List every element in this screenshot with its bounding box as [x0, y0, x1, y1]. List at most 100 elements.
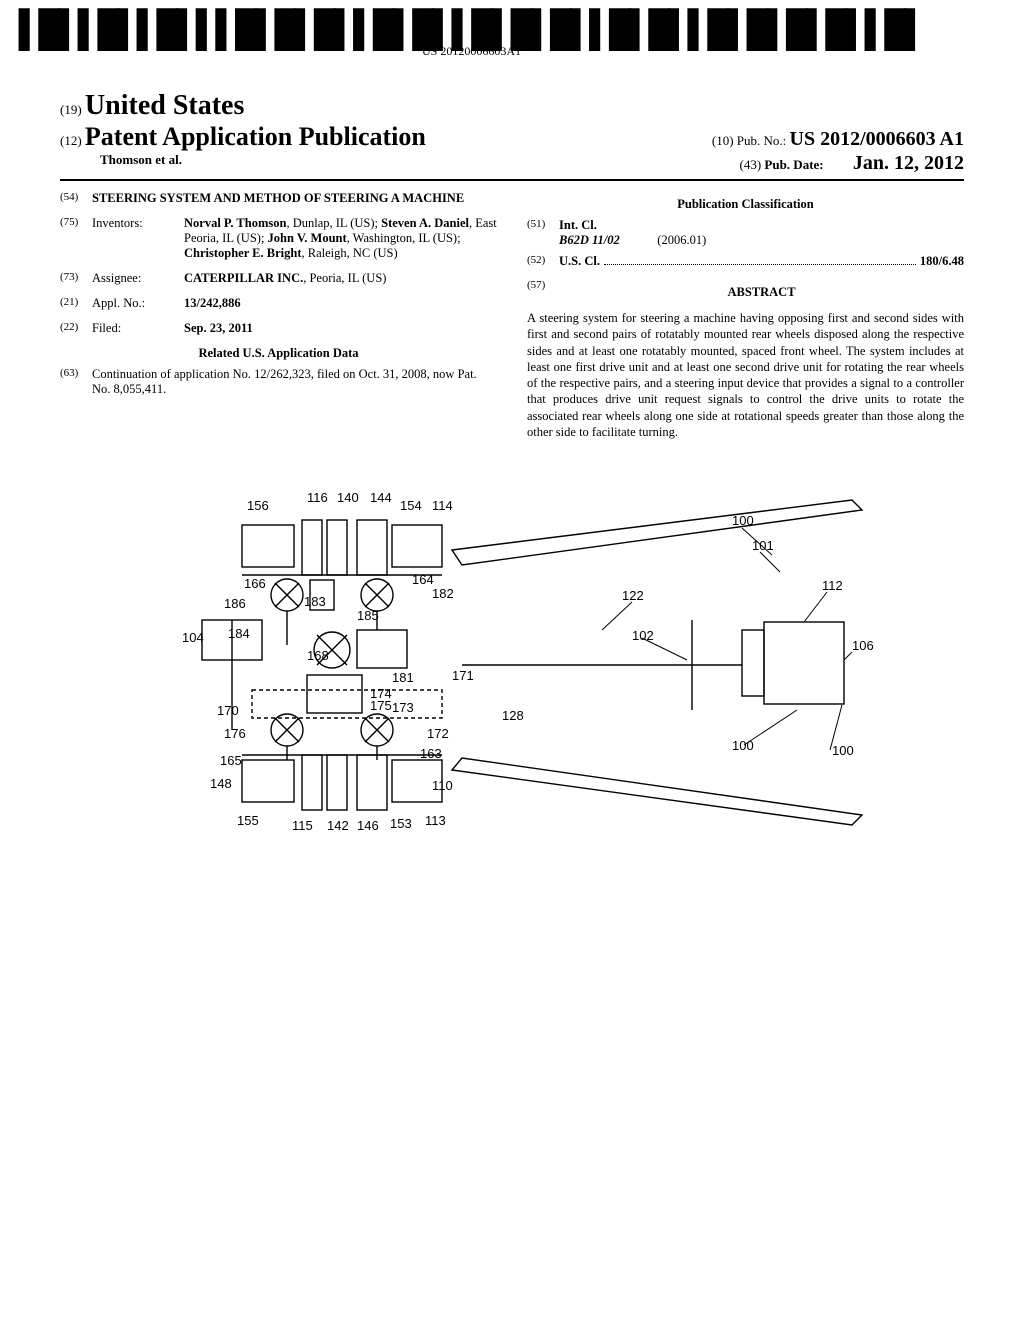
code-57: (57) [527, 279, 559, 306]
svg-text:128: 128 [502, 708, 524, 723]
authors: Thomson et al. [60, 152, 182, 175]
header-divider [60, 179, 964, 181]
svg-text:122: 122 [622, 588, 644, 603]
svg-text:175: 175 [370, 698, 392, 713]
svg-text:165: 165 [220, 753, 242, 768]
pub-date-label: Pub. Date: [764, 157, 823, 172]
inv3: John V. Mount [268, 231, 347, 245]
svg-text:116: 116 [307, 490, 328, 505]
svg-text:184: 184 [228, 626, 250, 641]
inv2: Steven A. Daniel [381, 216, 469, 230]
abstract-label: ABSTRACT [559, 285, 964, 300]
left-column: (54) STEERING SYSTEM AND METHOD OF STEER… [60, 191, 497, 440]
svg-text:182: 182 [432, 586, 454, 601]
right-column: Publication Classification (51) Int. Cl.… [527, 191, 964, 440]
patent-figure: 156 116 140 144 154 114 166 164 182 186 … [60, 480, 964, 905]
assignee-field: (73) Assignee: CATERPILLAR INC., Peoria,… [60, 271, 497, 286]
svg-text:168: 168 [307, 648, 329, 663]
svg-text:154: 154 [400, 498, 422, 513]
filed-label: Filed: [92, 321, 184, 336]
code-75: (75) [60, 216, 92, 261]
applno-label: Appl. No.: [92, 296, 184, 311]
svg-text:146: 146 [357, 818, 379, 833]
code-63: (63) [60, 367, 92, 397]
inventors-label: Inventors: [92, 216, 184, 261]
pub-class-heading: Publication Classification [527, 197, 964, 212]
barcode-block: ▌█▌▌█▌▌█▌▌▌█▌█▌█▌▌█▌█▌▌█▌█▌█▌▌█▌█▌▌█▌█▌█… [19, 20, 924, 59]
country: United States [85, 90, 244, 121]
publication-line: (12) Patent Application Publication (10)… [60, 122, 964, 152]
abstract-body: A steering system for steering a machine… [527, 310, 964, 440]
country-line: (19) United States [60, 90, 964, 122]
intcl-year: (2006.01) [657, 233, 706, 247]
header: (19) United States (12) Patent Applicati… [60, 90, 964, 175]
assignee-value: CATERPILLAR INC., Peoria, IL (US) [184, 271, 497, 286]
pub-no: US 2012/0006603 A1 [790, 128, 964, 150]
svg-text:173: 173 [392, 700, 414, 715]
svg-text:140: 140 [337, 490, 359, 505]
inv1: Norval P. Thomson [184, 216, 286, 230]
svg-text:176: 176 [224, 726, 246, 741]
svg-text:153: 153 [390, 816, 412, 831]
barcode-graphic: ▌█▌▌█▌▌█▌▌▌█▌█▌█▌▌█▌█▌▌█▌█▌█▌▌█▌█▌▌█▌█▌█… [19, 20, 924, 42]
svg-text:114: 114 [432, 498, 453, 513]
svg-text:113: 113 [425, 813, 446, 828]
code-51: (51) [527, 218, 559, 248]
inventors-field: (75) Inventors: Norval P. Thomson, Dunla… [60, 216, 497, 261]
filed-field: (22) Filed: Sep. 23, 2011 [60, 321, 497, 336]
code-52: (52) [527, 254, 559, 269]
svg-text:186: 186 [224, 596, 246, 611]
inv4: Christopher E. Bright [184, 246, 302, 260]
related-heading: Related U.S. Application Data [60, 346, 497, 361]
svg-text:166: 166 [244, 576, 266, 591]
code-10: (10) [712, 133, 734, 148]
uscl-field: (52) U.S. Cl. 180/6.48 [527, 254, 964, 269]
svg-text:183: 183 [304, 594, 326, 609]
svg-text:156: 156 [247, 498, 269, 513]
svg-text:171: 171 [452, 668, 474, 683]
intcl-code: B62D 11/02 [559, 233, 620, 247]
loc1: , Dunlap, IL (US); [286, 216, 381, 230]
svg-text:164: 164 [412, 572, 434, 587]
applno-value: 13/242,886 [184, 296, 497, 311]
svg-text:155: 155 [237, 813, 259, 828]
abstract-field: (57) ABSTRACT [527, 279, 964, 306]
inventors-value: Norval P. Thomson, Dunlap, IL (US); Stev… [184, 216, 497, 261]
sub-line: Thomson et al. (43) Pub. Date: Jan. 12, … [60, 152, 964, 175]
uscl-label: U.S. Cl. [559, 254, 600, 269]
applno-field: (21) Appl. No.: 13/242,886 [60, 296, 497, 311]
svg-text:110: 110 [432, 778, 453, 793]
uscl-dots [604, 264, 916, 265]
title-field: (54) STEERING SYSTEM AND METHOD OF STEER… [60, 191, 497, 206]
svg-text:172: 172 [427, 726, 449, 741]
code-43: (43) [739, 157, 761, 172]
columns: (54) STEERING SYSTEM AND METHOD OF STEER… [60, 191, 964, 440]
filed-value: Sep. 23, 2011 [184, 321, 497, 336]
svg-text:144: 144 [370, 490, 392, 505]
loc4: , Raleigh, NC (US) [302, 246, 398, 260]
related-field: (63) Continuation of application No. 12/… [60, 367, 497, 397]
svg-text:100: 100 [832, 743, 854, 758]
publication-type: Patent Application Publication [85, 122, 426, 151]
svg-text:148: 148 [210, 776, 232, 791]
figure-svg: 156 116 140 144 154 114 166 164 182 186 … [132, 480, 892, 900]
assignee-label: Assignee: [92, 271, 184, 286]
svg-text:163: 163 [420, 746, 442, 761]
assignee-name: CATERPILLAR INC. [184, 271, 303, 285]
code-21: (21) [60, 296, 92, 311]
svg-text:185: 185 [357, 608, 379, 623]
pub-no-label: Pub. No.: [737, 133, 786, 148]
patent-title: STEERING SYSTEM AND METHOD OF STEERING A… [92, 191, 497, 206]
svg-text:102: 102 [632, 628, 654, 643]
code-12: (12) [60, 133, 82, 148]
svg-text:100: 100 [732, 513, 754, 528]
code-54: (54) [60, 191, 92, 206]
svg-text:181: 181 [392, 670, 414, 685]
intcl-field: (51) Int. Cl. B62D 11/02 (2006.01) [527, 218, 964, 248]
svg-text:142: 142 [327, 818, 349, 833]
intcl-label: Int. Cl. [559, 218, 964, 233]
loc3: , Washington, IL (US); [347, 231, 461, 245]
pub-date: Jan. 12, 2012 [853, 152, 964, 174]
assignee-loc: , Peoria, IL (US) [303, 271, 386, 285]
code-22: (22) [60, 321, 92, 336]
